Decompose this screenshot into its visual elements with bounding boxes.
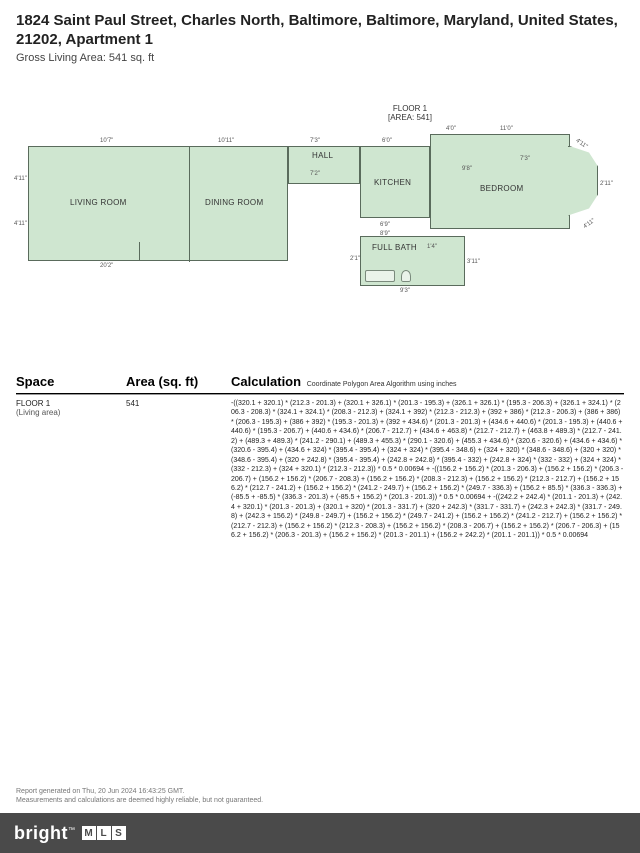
mls-letter: S xyxy=(112,826,126,840)
dim-bay-3: 4'11" xyxy=(582,217,596,229)
address-title: 1824 Saint Paul Street, Charles North, B… xyxy=(16,12,624,50)
floor-label: FLOOR 1 [AREA: 541] xyxy=(370,104,450,122)
gross-area-subhead: Gross Living Area: 541 sq. ft xyxy=(16,52,624,64)
col-head-space: Space xyxy=(16,374,126,389)
label-dining-room: DINING ROOM xyxy=(205,198,263,207)
brand-logo: bright™ xyxy=(14,823,76,844)
dim-left-side-b: 4'11" xyxy=(14,221,27,227)
dim-dining-w: 10'11" xyxy=(218,138,234,144)
dim-bed-w: 9'8" xyxy=(462,166,472,172)
cell-space-line1: FLOOR 1 xyxy=(16,399,126,408)
label-bedroom: BEDROOM xyxy=(480,184,523,193)
report-footnote: Report generated on Thu, 20 Jun 2024 16:… xyxy=(16,787,263,805)
dim-bay-2: 2'11" xyxy=(600,181,613,187)
col-head-calc-note: Coordinate Polygon Area Algorithm using … xyxy=(307,381,457,388)
floor-plan: FLOOR 1 [AREA: 541] LIVING ROOM DINING R… xyxy=(0,76,640,346)
dim-bath-side: 2'1" xyxy=(350,256,360,262)
dim-left-top: 10'7" xyxy=(100,138,113,144)
partition-living-dining xyxy=(189,147,190,262)
table-row: FLOOR 1 (Living area) 541 -((320.1 + 320… xyxy=(16,394,624,541)
room-bedroom xyxy=(430,134,570,229)
dim-bath-top: 8'9" xyxy=(380,231,390,237)
label-full-bath: FULL BATH xyxy=(372,243,417,252)
floor-label-line2: [AREA: 541] xyxy=(370,113,450,122)
dim-bed-top2: 11'0" xyxy=(500,126,513,132)
dim-left-bot: 20'2" xyxy=(100,263,113,269)
dim-hall-w: 7'3" xyxy=(310,138,320,144)
table-header: Space Area (sq. ft) Calculation Coordina… xyxy=(16,374,624,394)
footnote-line1: Report generated on Thu, 20 Jun 2024 16:… xyxy=(16,787,263,796)
dim-kit-w2: 6'9" xyxy=(380,222,390,228)
cell-area: 541 xyxy=(126,399,231,541)
cell-space: FLOOR 1 (Living area) xyxy=(16,399,126,541)
fixture-toilet xyxy=(401,270,411,282)
dim-kit-w: 6'0" xyxy=(382,138,392,144)
dim-bay-1: 4'11" xyxy=(574,137,588,149)
dim-bed-w2: 7'3" xyxy=(520,156,530,162)
cell-space-line2: (Living area) xyxy=(16,408,126,417)
dim-bed-top1: 4'0" xyxy=(446,126,456,132)
floor-label-line1: FLOOR 1 xyxy=(370,104,450,113)
partition-stub xyxy=(139,242,140,260)
cell-calculation: -((320.1 + 320.1) * (212.3 - 201.3) + (3… xyxy=(231,399,624,541)
mls-logo: M L S xyxy=(82,826,126,840)
mls-letter: M xyxy=(82,826,96,840)
dim-left-side-a: 4'11" xyxy=(14,176,27,182)
dim-bath-h2: 3'11" xyxy=(467,259,480,265)
dim-hall-w2: 7'2" xyxy=(310,171,320,177)
col-head-area: Area (sq. ft) xyxy=(126,374,231,389)
col-head-calc-text: Calculation xyxy=(231,374,301,389)
fixture-tub xyxy=(365,270,395,282)
brand-tm: ™ xyxy=(68,827,76,834)
room-bedroom-bay xyxy=(568,146,598,216)
mls-letter: L xyxy=(97,826,111,840)
dim-bath-h: 1'4" xyxy=(427,244,437,250)
col-head-calc: Calculation Coordinate Polygon Area Algo… xyxy=(231,374,624,389)
area-table: Space Area (sq. ft) Calculation Coordina… xyxy=(16,374,624,541)
footnote-line2: Measurements and calculations are deemed… xyxy=(16,796,263,805)
label-kitchen: KITCHEN xyxy=(374,178,411,187)
brand-text: bright xyxy=(14,823,68,843)
page-header: 1824 Saint Paul Street, Charles North, B… xyxy=(0,0,640,68)
dim-bath-bot: 9'3" xyxy=(400,288,410,294)
label-hall: HALL xyxy=(312,151,333,160)
footer-bar: bright™ M L S xyxy=(0,813,640,853)
label-living-room: LIVING ROOM xyxy=(70,198,127,207)
